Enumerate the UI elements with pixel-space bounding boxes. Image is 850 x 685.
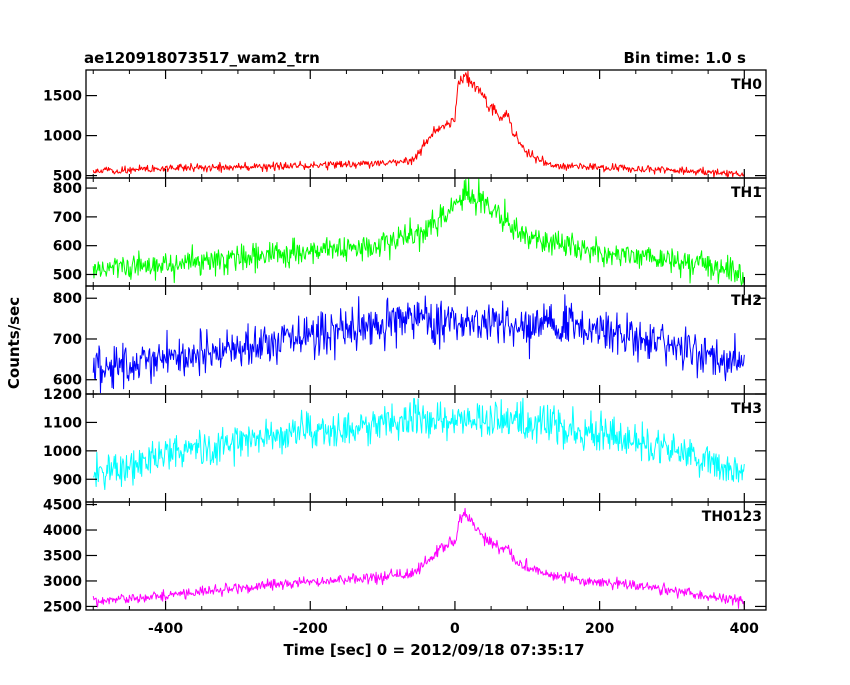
- y-tick-label: 1000: [43, 129, 82, 145]
- panel-label: TH0: [731, 77, 762, 93]
- y-tick-label: 500: [53, 169, 82, 185]
- y-tick-label: 4000: [43, 523, 82, 539]
- y-tick-label: 1100: [43, 415, 82, 431]
- series-th0: [92, 70, 745, 179]
- panel-group: 500 1000 1500 TH0 500 600 700 800 TH1 600 700 800 TH…: [43, 69, 767, 637]
- y-axis-label: Counts/sec: [5, 297, 23, 389]
- series-th0123: [92, 507, 745, 609]
- y-tick-label: 1200: [43, 387, 82, 403]
- panel-label: TH0123: [702, 509, 762, 525]
- panel-th0: 500 1000 1500 TH0: [43, 69, 767, 185]
- y-tick-label: 4500: [43, 498, 82, 514]
- y-tick-label: 1500: [43, 89, 82, 105]
- series-th2: [92, 294, 745, 394]
- y-tick-label: 700: [53, 332, 82, 348]
- bin-time-label: Bin time: 1.0 s: [623, 49, 746, 67]
- panel-th3: 900 1000 1100 1200 TH3: [43, 387, 767, 503]
- y-tick-label: 900: [53, 472, 82, 488]
- chart-title: ae120918073517_wam2_trn: [84, 49, 320, 67]
- y-tick-label: 600: [53, 373, 82, 389]
- y-tick-label: 1000: [43, 444, 82, 460]
- y-tick-label: 800: [53, 291, 82, 307]
- x-tick-label: 200: [585, 621, 614, 637]
- x-axis-label: Time [sec] 0 = 2012/09/18 07:35:17: [283, 641, 584, 659]
- series-th1: [92, 177, 745, 286]
- y-tick-label: 500: [53, 267, 82, 283]
- panel-label: TH1: [731, 185, 762, 201]
- x-tick-label: -400: [148, 621, 183, 637]
- y-tick-label: 800: [53, 181, 82, 197]
- series-th3: [92, 397, 745, 491]
- panel-th0123: 2500 3000 3500 4000 4500 TH0123: [43, 498, 767, 615]
- y-tick-label: 2500: [43, 599, 82, 615]
- x-tick-label: -200: [293, 621, 328, 637]
- y-tick-label: 3500: [43, 548, 82, 564]
- y-tick-label: 3000: [43, 574, 82, 590]
- panel-label: TH2: [731, 293, 762, 309]
- panel-frame: [85, 69, 767, 179]
- y-tick-label: 700: [53, 210, 82, 226]
- x-tick-label: 0: [450, 621, 460, 637]
- y-tick-label: 600: [53, 239, 82, 255]
- x-tick-label: 400: [730, 621, 759, 637]
- panel-th1: 500 600 700 800 TH1: [53, 177, 767, 287]
- panel-th2: 600 700 800 TH2: [53, 285, 767, 395]
- panel-label: TH3: [731, 401, 762, 417]
